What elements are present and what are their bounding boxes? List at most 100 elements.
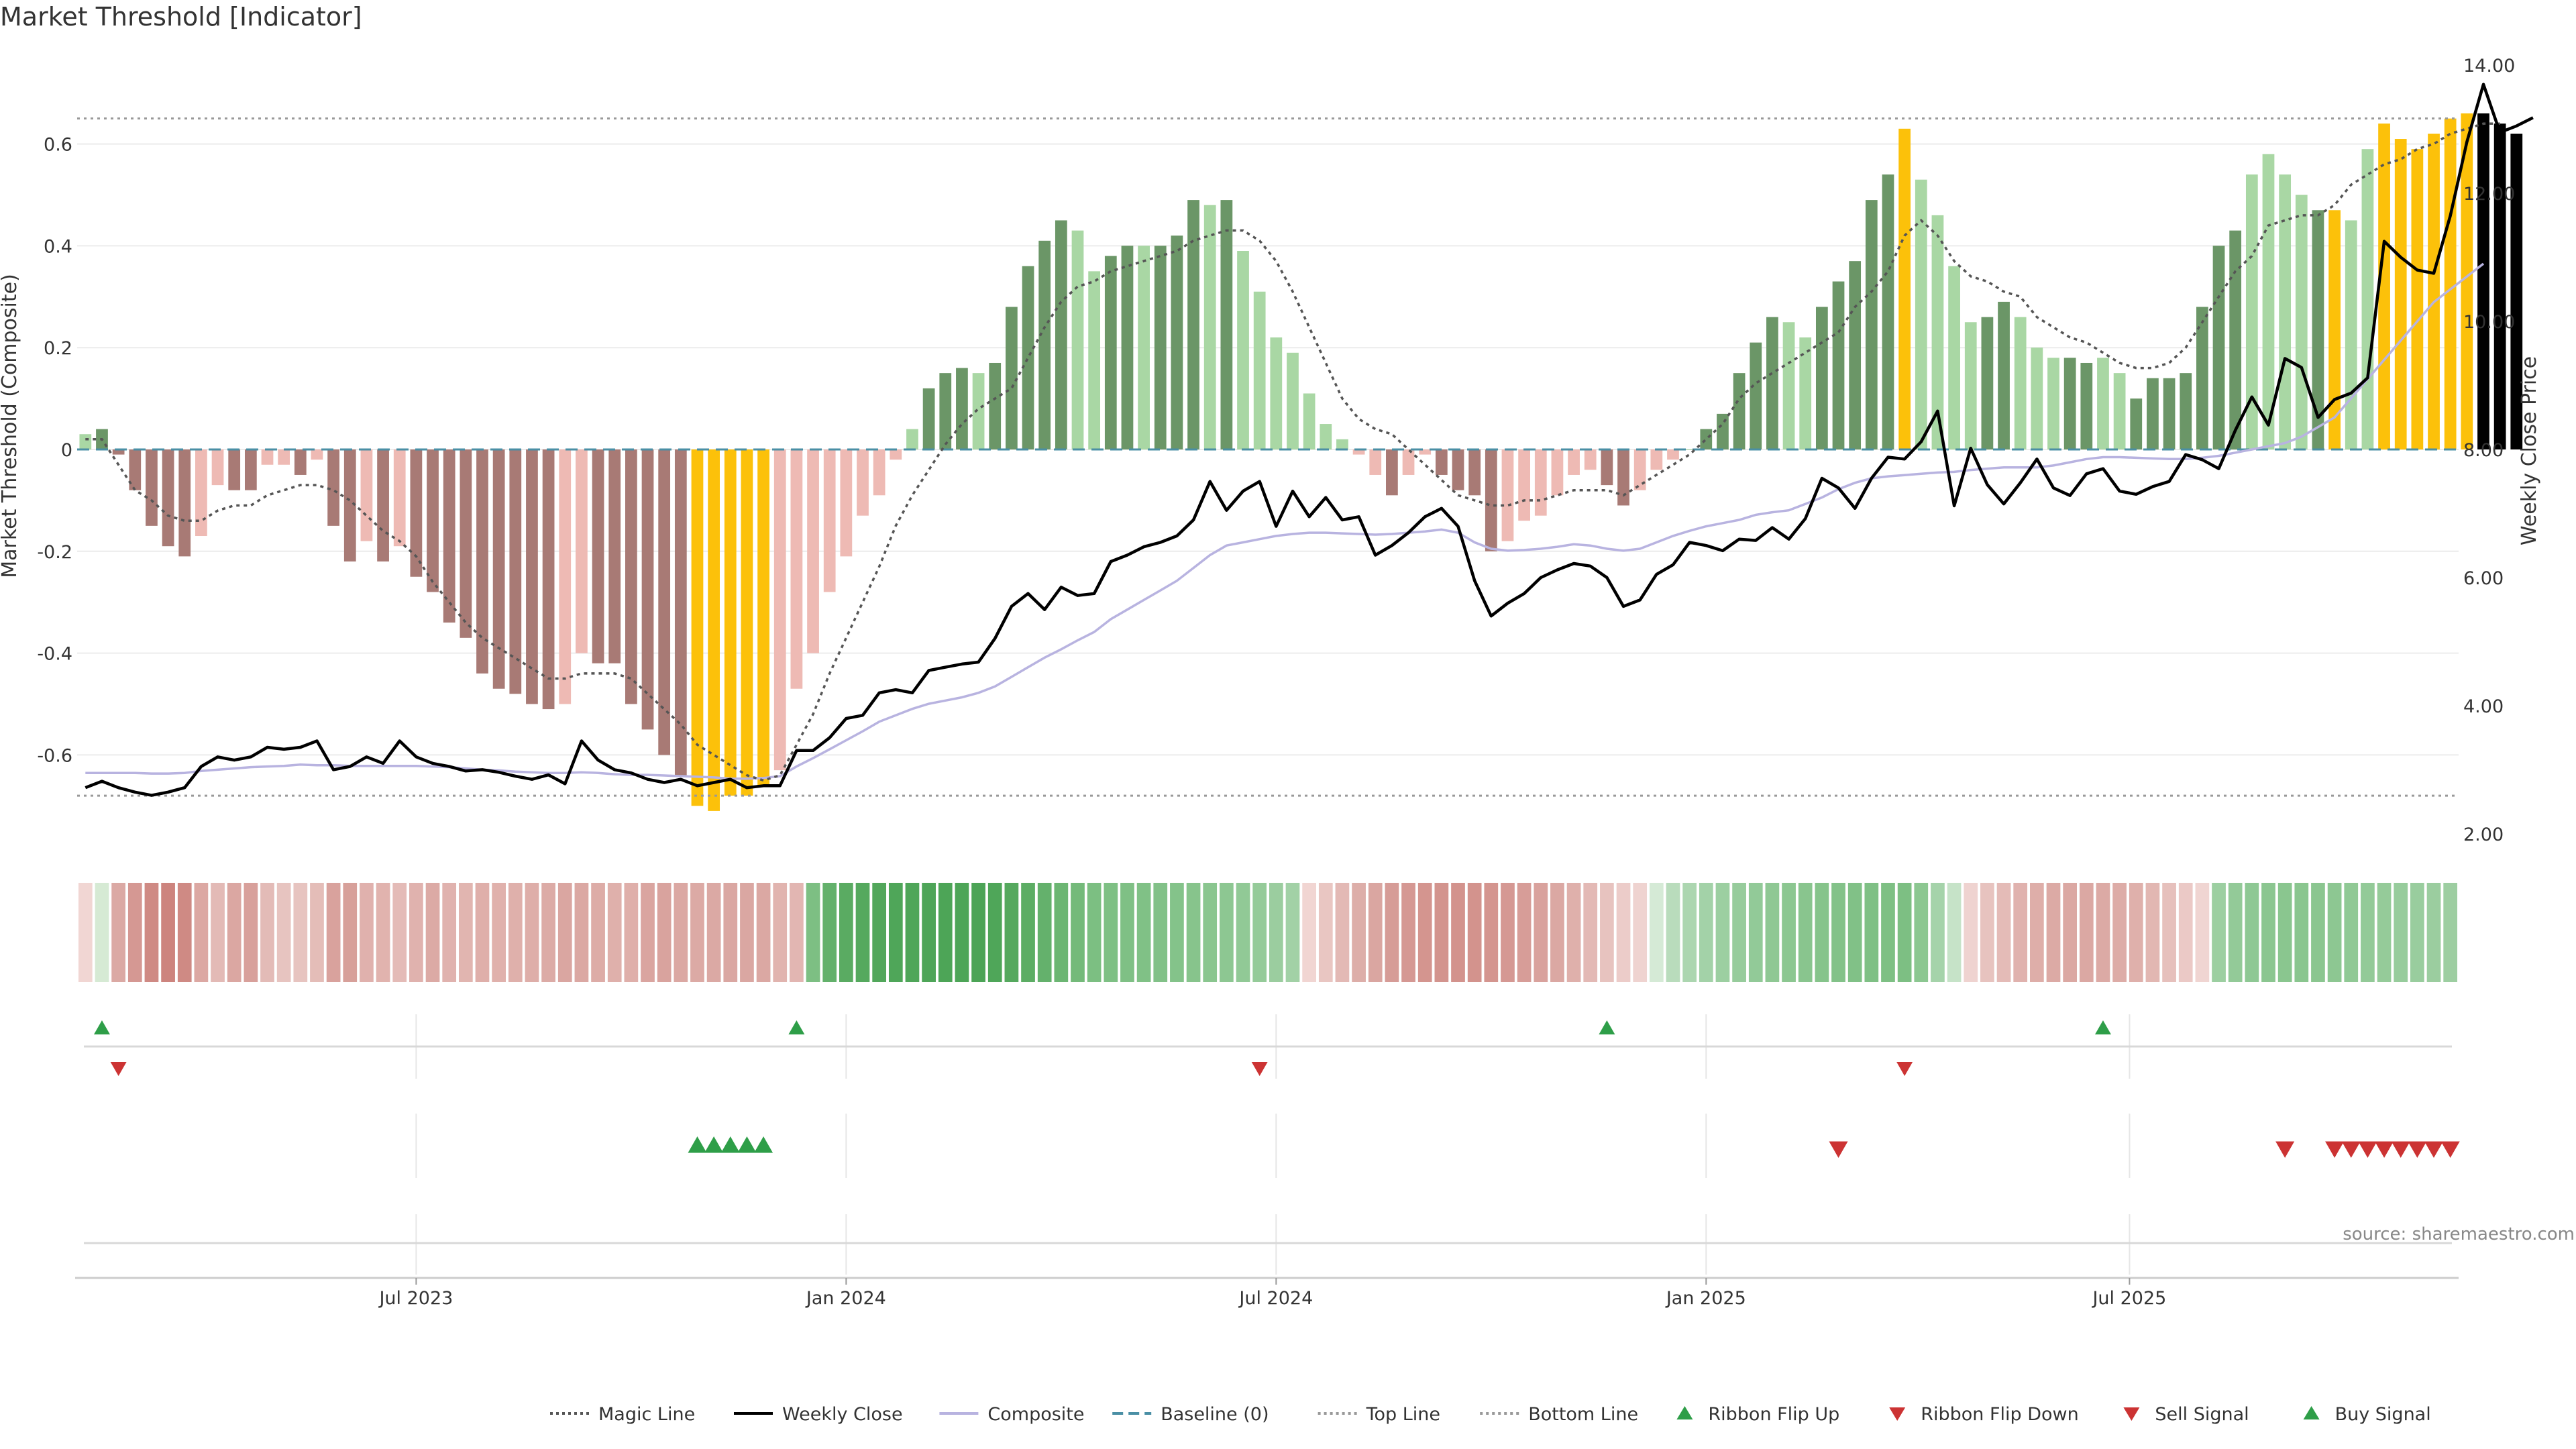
ribbon-cell (2178, 883, 2193, 982)
ribbon-cell (1434, 883, 1449, 982)
legend: Magic Line Weekly Close Composite Baseline … (550, 1404, 2431, 1425)
composite-bar (2477, 113, 2489, 450)
buy-signal-marker (737, 1136, 757, 1153)
composite-bar (1121, 246, 1134, 449)
ribbon-cell (1897, 883, 1912, 982)
legend-label: Baseline (0) (1161, 1404, 1269, 1425)
left-tick-label: -0.2 (37, 542, 72, 563)
ribbon-flip-down-marker (110, 1062, 127, 1076)
ribbon-cell (1682, 883, 1697, 982)
composite-bar (972, 373, 985, 449)
right-axis-title: Weekly Close Price (2518, 356, 2541, 545)
ribbon-cell (1170, 883, 1184, 982)
legend-label: Buy Signal (2335, 1404, 2431, 1425)
legend-swatch (1889, 1407, 1906, 1421)
composite-bar (1171, 235, 1183, 449)
ribbon-cell (1566, 883, 1581, 982)
ribbon-cell (922, 883, 936, 982)
composite-bar (2428, 133, 2440, 449)
ribbon-cell (1236, 883, 1250, 982)
source-note: source: sharemaestro.com (2343, 1224, 2575, 1244)
ribbon-cell (2426, 883, 2441, 982)
ribbon-cell (1715, 883, 1730, 982)
ribbon-cell (2261, 883, 2275, 982)
ribbon-cell (773, 883, 788, 982)
left-tick-label: 0.4 (44, 236, 72, 257)
ribbon-cell (2096, 883, 2110, 982)
composite-bar (1468, 449, 1481, 496)
composite-bar (129, 449, 142, 490)
composite-bar (146, 449, 158, 526)
composite-bar (1584, 449, 1597, 470)
indicator-lines (77, 83, 2534, 797)
composite-bar (2113, 373, 2126, 449)
composite-bar (492, 449, 505, 689)
composite-bar (427, 449, 439, 592)
composite-bar (1998, 301, 2010, 449)
composite-bar (2444, 118, 2457, 449)
composite-bar (343, 449, 356, 561)
composite-bar (476, 449, 488, 674)
composite-bar (1287, 352, 1299, 449)
ribbon-cell (1368, 883, 1383, 982)
ribbon-cell (557, 883, 572, 982)
sell-signal-marker (2424, 1141, 2444, 1158)
buy-signal-marker (754, 1136, 773, 1153)
composite-bar (79, 434, 92, 449)
composite-bar (873, 449, 885, 496)
ribbon-cell (1484, 883, 1499, 982)
ribbon-cell (2129, 883, 2143, 982)
buy-signal-marker (704, 1136, 724, 1153)
composite-bar (2147, 378, 2159, 449)
ribbon-cell (591, 883, 605, 982)
ribbon-cell (194, 883, 209, 982)
ribbon-cell (1467, 883, 1482, 982)
ribbon-flip-up-marker (93, 1020, 110, 1034)
legend-label: Bottom Line (1528, 1404, 1638, 1425)
composite-bar (1898, 128, 1911, 449)
ribbon-cell (1964, 883, 1978, 982)
ribbon-cell (1864, 883, 1879, 982)
composite-bar (1568, 449, 1580, 475)
ribbon-cell (2046, 883, 2061, 982)
ribbon-cell (177, 883, 192, 982)
ribbon-cell (244, 883, 258, 982)
composite-bar (2411, 149, 2424, 449)
composite-bar (311, 449, 323, 460)
sell-signal-marker (2440, 1141, 2460, 1158)
ribbon-cell (1782, 883, 1796, 982)
ribbon-cell (1318, 883, 1333, 982)
ribbon-cell (425, 883, 440, 982)
composite-bar (1071, 230, 1084, 449)
ribbon-cell (641, 883, 655, 982)
composite-bar (162, 449, 174, 547)
ribbon-cell (1335, 883, 1350, 982)
composite-bar (773, 449, 786, 771)
legend-label: Sell Signal (2155, 1404, 2249, 1425)
ribbon-cell (2327, 883, 2342, 982)
ribbon-cell (657, 883, 672, 982)
ribbon-cell (144, 883, 159, 982)
composite-bar (1931, 215, 1944, 449)
ribbon-cell (740, 883, 754, 982)
composite-bar (658, 449, 671, 755)
composite-bar (2180, 373, 2192, 449)
composite-bar (807, 449, 819, 653)
composite-bar (757, 449, 769, 786)
composite-bar (2493, 123, 2506, 449)
ribbon-cell (1385, 883, 1399, 982)
composite-bar (724, 449, 737, 796)
ribbon-cell (1980, 883, 1994, 982)
composite-bar (112, 449, 125, 455)
composite-bar (1203, 205, 1216, 449)
composite-bar (1815, 307, 1828, 449)
ribbon-cell (1765, 883, 1780, 982)
ribbon-flip-down-marker (1251, 1062, 1268, 1076)
ribbon-cell (360, 883, 374, 982)
ribbon-cell (2344, 883, 2359, 982)
composite-bar (377, 449, 389, 561)
ribbon-cell (1517, 883, 1532, 982)
composite-bar (211, 449, 224, 486)
ribbon-cell (723, 883, 738, 982)
composite-bar (608, 449, 621, 663)
